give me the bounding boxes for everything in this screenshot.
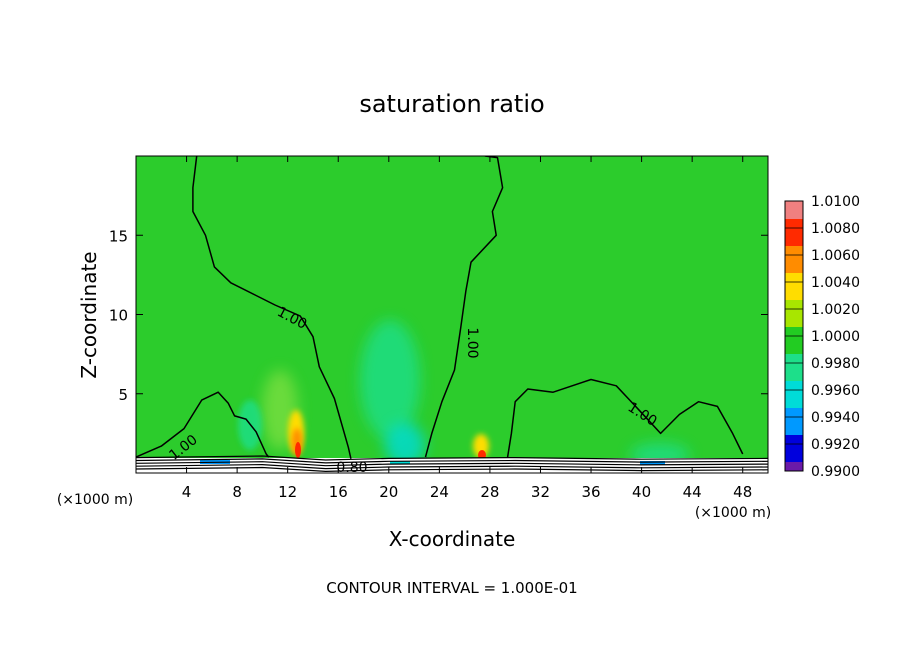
colorbar: 1.0100 1.0080 1.0060 1.0040 1.0020 1.0000 0.99… (784, 194, 860, 480)
contour-line-2 (506, 378, 744, 458)
colorbar-label: 0.9960 (811, 383, 860, 399)
contour-interval-note: CONTOUR INTERVAL = 1.000E-01 (326, 579, 577, 597)
x-ticks: 4 8 12 16 20 24 28 32 36 40 44 48 (182, 156, 752, 501)
colorbar-swatch (785, 336, 803, 346)
x-tick-label: 48 (733, 483, 752, 501)
colorbar-swatch (785, 201, 803, 211)
contour-line-1 (424, 156, 504, 458)
colorbar-swatch (785, 219, 803, 229)
x-tick-label: 36 (581, 483, 600, 501)
colorbar-label: 0.9980 (811, 356, 860, 372)
contour-line-3 (136, 391, 270, 458)
colorbar-swatch (785, 372, 803, 382)
colorbar-swatch (785, 291, 803, 301)
y-tick-label: 5 (118, 386, 128, 404)
x-tick-label: 16 (329, 483, 348, 501)
colorbar-swatch (785, 462, 803, 472)
x-tick-label: 32 (531, 483, 550, 501)
chart-title: saturation ratio (359, 90, 544, 118)
colorbar-swatch (785, 435, 803, 445)
x-axis-label: X-coordinate (389, 527, 516, 551)
y-tick-label: 15 (109, 227, 128, 245)
contour-line-0 (192, 156, 352, 459)
colorbar-label: 0.9940 (811, 410, 860, 426)
plot-background (136, 156, 768, 473)
colorbar-swatch (785, 327, 803, 337)
colorbar-swatch (785, 381, 803, 391)
colorbar-swatch (785, 246, 803, 256)
x-tick-label: 44 (683, 483, 702, 501)
supersaturation-core (295, 442, 301, 458)
surface-subsaturation (390, 461, 410, 464)
colorbar-swatch (785, 408, 803, 418)
y-tick-label: 10 (109, 307, 128, 325)
plot-area: 1.00 1.00 1.00 1.00 0.80 4 8 12 16 20 24 28 32 3… (109, 155, 769, 501)
y-axis-label: Z-coordinate (77, 251, 101, 378)
colorbar-swatch (785, 390, 803, 400)
x-unit-label-right: (×1000 m) (695, 505, 771, 521)
colorbar-label: 1.0100 (811, 194, 860, 210)
colorbar-label: 1.0080 (811, 221, 860, 237)
colorbar-swatch (785, 300, 803, 310)
surface-contour-line (136, 455, 768, 461)
surface-contour-line (136, 458, 768, 464)
colorbar-swatch (785, 210, 803, 220)
colorbar-swatch (785, 255, 803, 265)
colorbar-label: 0.9920 (811, 437, 860, 453)
x-unit-label-left: (×1000 m) (57, 492, 133, 508)
colorbar-swatch (785, 228, 803, 238)
colorbar-swatch (785, 264, 803, 274)
contour-label: 1.00 (464, 327, 480, 358)
colorbar-swatch (785, 354, 803, 364)
x-tick-label: 24 (430, 483, 449, 501)
x-tick-label: 8 (232, 483, 242, 501)
colorbar-swatch (785, 417, 803, 427)
colorbar-swatch (785, 399, 803, 409)
colorbar-label: 1.0040 (811, 275, 860, 291)
x-tick-label: 12 (278, 483, 297, 501)
colorbar-swatch (785, 309, 803, 319)
colorbar-swatch (785, 345, 803, 355)
colorbar-swatch (785, 237, 803, 247)
colorbar-swatch (785, 453, 803, 463)
colorbar-label: 0.9900 (811, 464, 860, 480)
colorbar-swatch (785, 444, 803, 454)
colorbar-label: 1.0000 (811, 329, 860, 345)
contour-label: 0.80 (336, 460, 367, 476)
x-tick-label: 28 (480, 483, 499, 501)
subsaturation-blob (385, 423, 425, 467)
contour-lines (136, 156, 744, 459)
colorbar-label: 1.0060 (811, 248, 860, 264)
colorbar-swatch (785, 282, 803, 292)
moist-anomaly-blob (360, 320, 420, 440)
y-ticks: 5 10 15 (109, 227, 768, 404)
colorbar-label: 1.0020 (811, 302, 860, 318)
surface-subsaturation (640, 461, 665, 465)
x-tick-label: 20 (379, 483, 398, 501)
colorbar-swatch (785, 426, 803, 436)
surface-contour-line (136, 461, 768, 467)
colorbar-swatch (785, 273, 803, 283)
x-tick-label: 4 (182, 483, 192, 501)
colorbar-swatch (785, 363, 803, 373)
x-tick-label: 40 (632, 483, 651, 501)
colorbar-swatch (785, 318, 803, 328)
